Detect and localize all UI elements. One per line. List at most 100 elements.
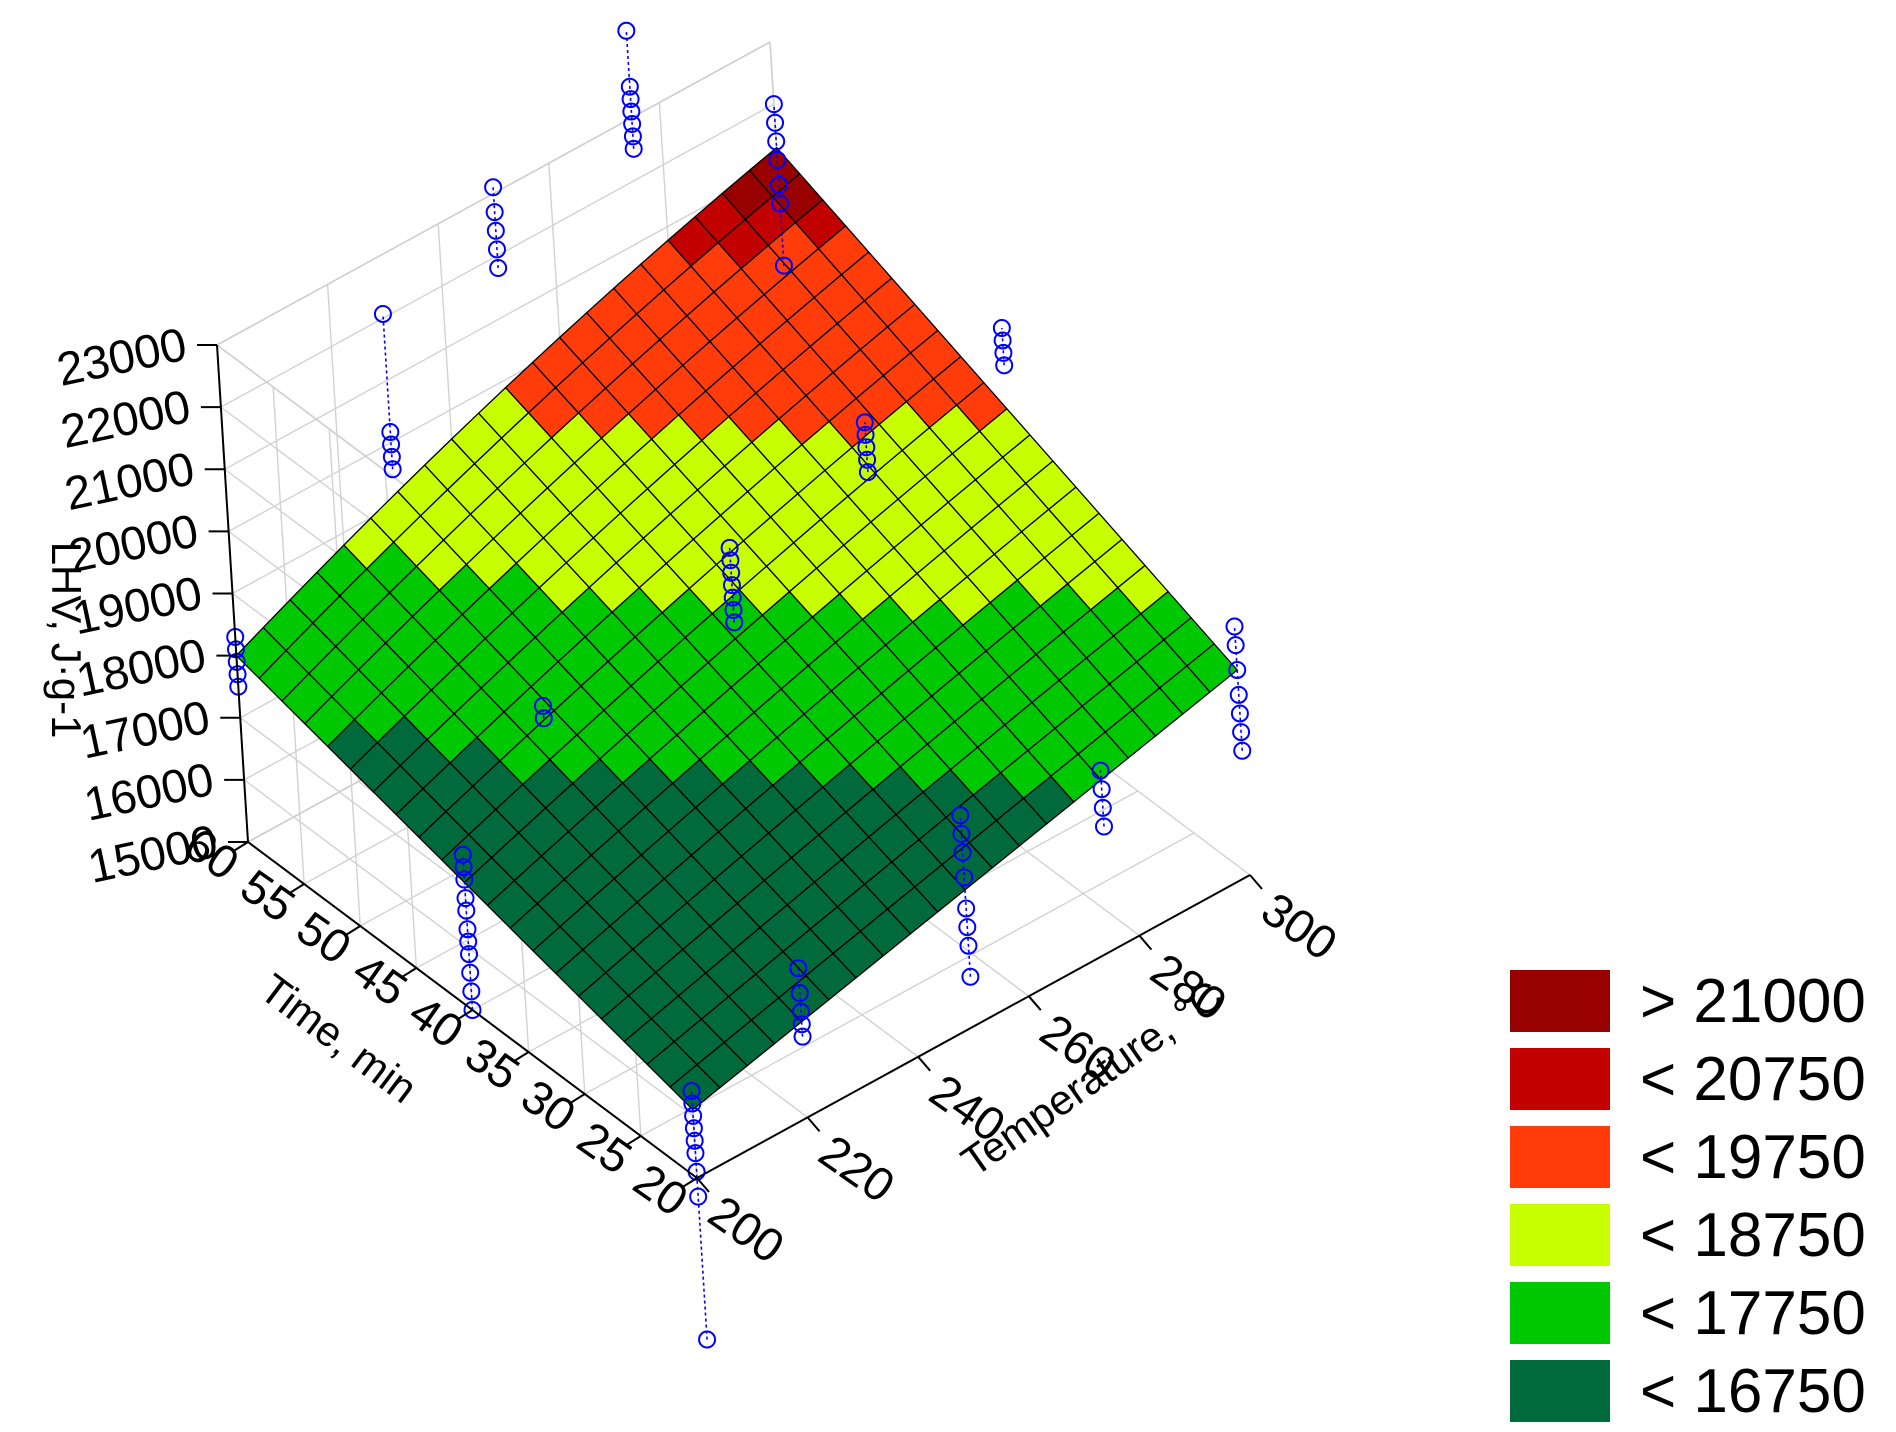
legend-swatch xyxy=(1510,1126,1610,1188)
observation-point xyxy=(792,1015,811,1034)
observation-point xyxy=(382,447,401,466)
legend-label: < 18750 xyxy=(1640,1201,1866,1270)
observation-point xyxy=(858,450,877,469)
y-tick-label: 35 xyxy=(456,1027,529,1100)
observation-point xyxy=(460,945,479,964)
observation-point xyxy=(994,343,1013,362)
observation-point xyxy=(992,319,1011,338)
y-tick-mark xyxy=(568,1093,586,1105)
legend-swatch xyxy=(1510,1204,1610,1266)
observation-point xyxy=(462,982,481,1001)
y-tick-mark xyxy=(680,1177,698,1189)
legend-label: < 16750 xyxy=(1640,1357,1866,1426)
observation-point xyxy=(454,858,473,877)
y-tick-label: 55 xyxy=(232,859,305,932)
observation-point xyxy=(951,806,970,825)
observation-point xyxy=(486,221,505,240)
point-stem xyxy=(1001,327,1005,366)
observation-point xyxy=(617,21,636,40)
observation-point xyxy=(485,203,504,222)
observation-point xyxy=(484,178,503,197)
observation-point xyxy=(1233,741,1252,760)
observation-point xyxy=(621,90,640,109)
observation-point xyxy=(722,563,741,582)
observation-point xyxy=(1095,817,1113,836)
observation-point xyxy=(766,113,785,132)
observation-point xyxy=(722,576,741,595)
observation-point xyxy=(1225,617,1244,636)
observation-point xyxy=(455,870,474,889)
z-axis-label: LHV, J·g-1 xyxy=(43,542,90,739)
surface-cell xyxy=(1186,643,1238,693)
legend-swatch xyxy=(1510,1048,1610,1110)
plot-axes xyxy=(197,344,1263,1193)
observation-point xyxy=(952,824,971,843)
observation-points xyxy=(226,21,1252,1349)
observation-point xyxy=(1226,636,1245,655)
observation-point xyxy=(858,463,877,482)
x-tick-label: 200 xyxy=(699,1185,794,1273)
observation-point xyxy=(1232,723,1251,742)
observation-point xyxy=(953,843,972,862)
observation-point xyxy=(683,1094,702,1113)
y-tick-label: 40 xyxy=(400,985,473,1058)
observation-point xyxy=(382,435,401,454)
observation-point xyxy=(487,240,506,259)
observation-point xyxy=(958,918,977,937)
observation-point xyxy=(620,77,639,96)
response-surface xyxy=(235,146,1238,1111)
observation-point xyxy=(993,331,1012,350)
observation-point xyxy=(682,1082,701,1101)
observation-point xyxy=(725,613,744,632)
observation-point xyxy=(764,95,783,114)
y-tick-label: 50 xyxy=(288,901,361,974)
observation-point xyxy=(373,304,392,323)
observation-point xyxy=(685,1131,704,1150)
observation-point xyxy=(622,102,641,121)
x-tick-mark xyxy=(806,1116,821,1133)
observation-point xyxy=(461,963,480,982)
observation-point xyxy=(1092,780,1111,799)
observation-point xyxy=(855,413,874,432)
observation-point xyxy=(489,259,508,278)
observation-point xyxy=(793,1027,812,1046)
observation-point xyxy=(724,601,743,619)
y-tick-mark xyxy=(512,1051,530,1063)
observation-point xyxy=(457,901,476,920)
y-tick-label: 30 xyxy=(512,1069,585,1142)
observation-point xyxy=(1230,704,1249,723)
observation-point xyxy=(768,151,787,170)
legend-label: < 19750 xyxy=(1640,1123,1866,1192)
x-tick-mark xyxy=(1249,874,1263,890)
legend-label: < 20750 xyxy=(1640,1045,1866,1114)
observation-point xyxy=(995,356,1014,375)
y-tick-label: 45 xyxy=(344,943,417,1016)
observation-point xyxy=(856,425,875,444)
observation-point xyxy=(1093,798,1112,817)
legend: > 21000 < 20750 < 19750 < 18750 < 17750 … xyxy=(1510,967,1866,1426)
x-tick-mark xyxy=(1138,934,1153,951)
observation-point xyxy=(459,932,478,951)
observation-point xyxy=(774,256,793,275)
observation-point xyxy=(789,959,808,978)
observation-point xyxy=(456,889,475,908)
x-tick-label: 300 xyxy=(1252,882,1347,970)
observation-point xyxy=(624,139,643,158)
point-stem xyxy=(382,313,394,470)
legend-label: > 21000 xyxy=(1640,967,1866,1036)
legend-swatch xyxy=(1510,1360,1610,1422)
legend-swatch xyxy=(1510,970,1610,1032)
observation-point xyxy=(1228,660,1247,679)
observation-point xyxy=(623,114,642,133)
observation-point xyxy=(698,1330,717,1349)
observation-point xyxy=(684,1106,703,1125)
y-tick-label: 25 xyxy=(568,1111,641,1184)
point-stem xyxy=(492,187,499,269)
observation-point xyxy=(723,588,742,607)
x-tick-mark xyxy=(696,1177,710,1193)
observation-point xyxy=(383,460,402,479)
y-tick-mark xyxy=(287,883,305,895)
y-tick-mark xyxy=(399,967,417,979)
y-tick-label: 20 xyxy=(624,1153,697,1226)
x-tick-label: 220 xyxy=(810,1124,905,1212)
